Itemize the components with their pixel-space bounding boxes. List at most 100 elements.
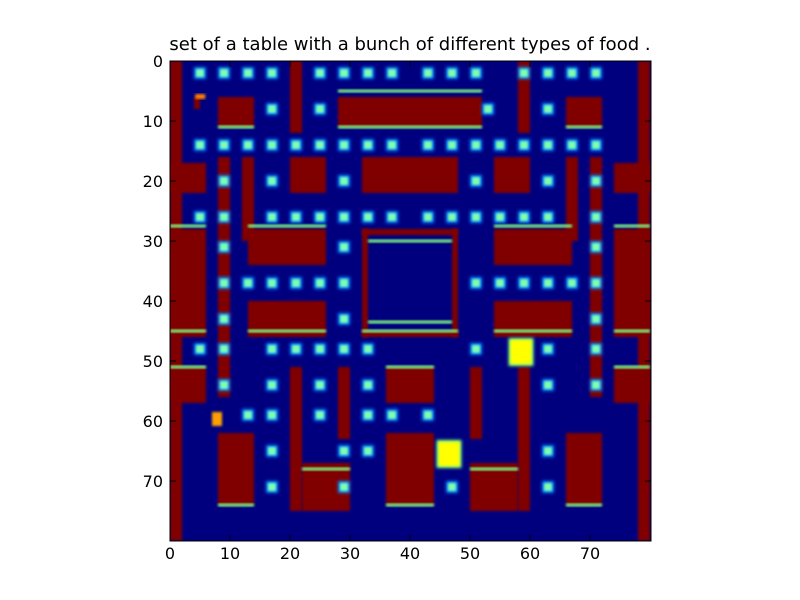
food-pellet: [316, 381, 324, 389]
food-pellet: [544, 381, 552, 389]
food-pellet: [244, 279, 252, 287]
maze-wall: [470, 367, 482, 439]
wall-edge: [248, 224, 326, 228]
maze-wall: [566, 157, 578, 241]
y-axis-ticks: 0 10 20 30 40 50 60 70: [143, 52, 651, 491]
food-pellet: [424, 141, 432, 149]
food-pellet: [364, 69, 372, 77]
food-pellet: [340, 177, 348, 185]
maze-wall: [566, 97, 602, 127]
x-tick-label: 30: [340, 544, 360, 563]
food-pellet: [568, 69, 576, 77]
maze-wall: [170, 367, 206, 403]
maze-wall: [362, 331, 458, 337]
food-pellet: [592, 177, 600, 185]
food-pellet: [544, 279, 552, 287]
y-tick-label: 50: [143, 352, 163, 371]
food-pellet: [220, 177, 228, 185]
food-pellet: [544, 213, 552, 221]
maze-wall: [338, 367, 350, 439]
wall-edge: [218, 125, 254, 129]
food-pellet: [544, 141, 552, 149]
food-pellet: [424, 213, 432, 221]
food-pellet: [316, 105, 324, 113]
food-pellet: [340, 69, 348, 77]
food-pellet: [340, 315, 348, 323]
maze-wall: [614, 367, 650, 403]
ghost-sprite: [510, 340, 532, 364]
food-pellet: [448, 213, 456, 221]
food-pellet: [340, 279, 348, 287]
food-pellet: [544, 177, 552, 185]
maze-wall: [386, 433, 434, 505]
food-pellet: [568, 141, 576, 149]
wall-edge: [170, 365, 206, 369]
x-tick-label: 50: [460, 544, 480, 563]
food-pellet: [268, 381, 276, 389]
food-pellet: [316, 141, 324, 149]
food-pellet: [340, 141, 348, 149]
wall-edge: [386, 503, 434, 507]
food-pellet: [268, 279, 276, 287]
food-pellet: [364, 141, 372, 149]
food-pellet: [496, 141, 504, 149]
wall-edge: [368, 239, 452, 243]
maze-wall: [494, 229, 572, 265]
wall-edge: [494, 224, 572, 228]
food-pellet: [472, 213, 480, 221]
food-pellet: [268, 345, 276, 353]
food-pellet: [592, 213, 600, 221]
maze-wall: [494, 157, 530, 193]
wall-edge: [362, 329, 458, 333]
maze-wall: [362, 157, 458, 193]
food-pellet: [388, 69, 396, 77]
food-pellet: [592, 69, 600, 77]
food-pellet: [340, 213, 348, 221]
game-sprites: [195, 94, 534, 468]
food-pellet: [220, 243, 228, 251]
maze-wall: [362, 229, 368, 337]
food-pellet: [220, 381, 228, 389]
wall-edge: [338, 89, 482, 93]
food-pellet: [472, 279, 480, 287]
food-pellet: [220, 279, 228, 287]
maze-wall: [614, 163, 650, 193]
maze-wall: [218, 433, 254, 505]
wall-edge: [248, 329, 326, 333]
food-pellet: [364, 411, 372, 419]
wall-edge: [470, 467, 518, 471]
food-pellet: [544, 447, 552, 455]
maze-wall: [290, 157, 326, 193]
food-pellet: [592, 141, 600, 149]
food-pellet: [220, 213, 228, 221]
food-pellet: [220, 315, 228, 323]
wall-edge: [218, 503, 254, 507]
food-pellet: [592, 315, 600, 323]
maze-wall: [170, 163, 206, 193]
wall-edge: [386, 365, 434, 369]
food-pellet: [292, 213, 300, 221]
food-pellet: [496, 279, 504, 287]
food-pellet: [448, 141, 456, 149]
food-pellet: [388, 141, 396, 149]
figure-title: set of a table with a bunch of different…: [169, 34, 651, 55]
food-pellet: [292, 345, 300, 353]
wall-edge: [302, 467, 350, 471]
food-pellet: [196, 345, 204, 353]
food-pellet: [340, 483, 348, 491]
wall-edge: [338, 125, 482, 129]
maze-wall: [386, 367, 434, 403]
food-pellet: [544, 483, 552, 491]
ghost-sprite: [438, 442, 460, 466]
food-pellet: [424, 411, 432, 419]
player-sprite: [195, 94, 206, 99]
food-pellet: [520, 69, 528, 77]
food-pellet: [472, 345, 480, 353]
food-pellet: [292, 141, 300, 149]
maze-wall: [242, 157, 254, 241]
y-tick-label: 10: [143, 112, 163, 131]
food-pellet: [472, 141, 480, 149]
x-axis-ticks: 0 10 20 30 40 50 60 70: [165, 61, 600, 563]
food-pellet: [364, 381, 372, 389]
food-pellet: [544, 69, 552, 77]
